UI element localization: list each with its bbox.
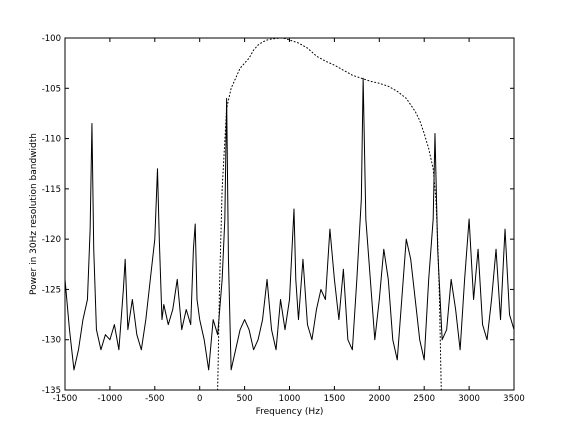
y-tick-label: -100 (42, 34, 61, 44)
x-tick-label: 1500 (324, 394, 346, 404)
spectrum-series (64, 77, 515, 371)
x-tick-label: 500 (236, 394, 252, 404)
x-tick-label: -500 (145, 394, 164, 404)
x-tick-label: 1000 (279, 394, 301, 404)
plot-area (64, 37, 515, 391)
y-tick-label: -120 (42, 235, 61, 245)
dotted-envelope-series (217, 37, 442, 391)
y-tick-label: -130 (42, 336, 61, 346)
x-tick-label: 0 (197, 394, 202, 404)
x-tick-label: 3500 (503, 394, 525, 404)
y-tick-label: -115 (42, 185, 61, 195)
x-tick-label: 3000 (458, 394, 480, 404)
x-tick-label: 2000 (368, 394, 390, 404)
y-tick-label: -125 (42, 285, 61, 295)
y-tick-label: -110 (42, 135, 61, 145)
x-tick-label: -1500 (53, 394, 78, 404)
x-tick-label: -1000 (98, 394, 123, 404)
axis-ticks: -1500 -1000 -500 0 500 1000 1500 2000 2500 3000 35… (42, 34, 525, 404)
x-tick-label: 2500 (413, 394, 435, 404)
y-axis-label: Power in 30Hz resolution bandwidth (29, 133, 39, 295)
y-tick-label: -135 (42, 386, 61, 396)
x-axis-label: Frequency (Hz) (256, 407, 324, 417)
y-tick-label: -105 (42, 84, 61, 94)
